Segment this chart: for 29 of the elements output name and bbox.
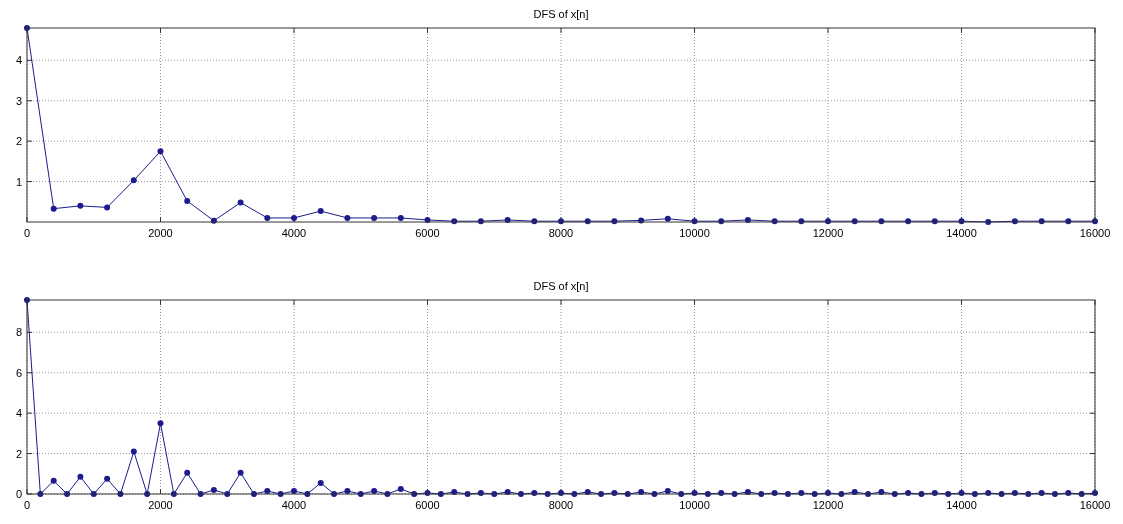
x-tick-label: 4000 [281, 499, 307, 511]
x-tick-label: 14000 [946, 227, 977, 239]
x-tick-label: 6000 [415, 227, 440, 239]
x-tick-label: 6000 [415, 499, 440, 511]
x-tick-label: 2000 [148, 227, 173, 239]
chart-title: DFS of x[n] [533, 280, 589, 292]
x-tick-label: 16000 [1079, 227, 1111, 239]
y-tick-label: 4 [15, 54, 22, 67]
x-tick-label: 0 [23, 499, 31, 511]
y-tick-label: 2 [15, 447, 22, 460]
y-tick-label: 2 [15, 135, 22, 148]
x-tick-label: 4000 [281, 227, 307, 239]
x-tick-label: 10000 [679, 499, 710, 511]
x-tick-label: 8000 [548, 227, 574, 239]
y-tick-label: 6 [15, 366, 22, 379]
y-tick-label: 4 [15, 407, 22, 420]
x-tick-label: 2000 [148, 499, 173, 511]
y-tick-label: 8 [15, 326, 22, 339]
x-tick-label: 8000 [548, 499, 574, 511]
x-tick-label: 10000 [679, 227, 710, 239]
y-tick-label: 3 [15, 94, 22, 107]
y-tick-label: 0 [15, 488, 22, 500]
x-tick-label: 14000 [946, 499, 977, 511]
chart-title: DFS of x[n] [533, 8, 589, 20]
y-tick-label: 1 [15, 175, 22, 188]
x-tick-label: 0 [23, 227, 31, 239]
x-tick-label: 12000 [812, 227, 844, 239]
x-tick-label: 12000 [812, 499, 844, 511]
x-tick-label: 16000 [1079, 499, 1111, 511]
